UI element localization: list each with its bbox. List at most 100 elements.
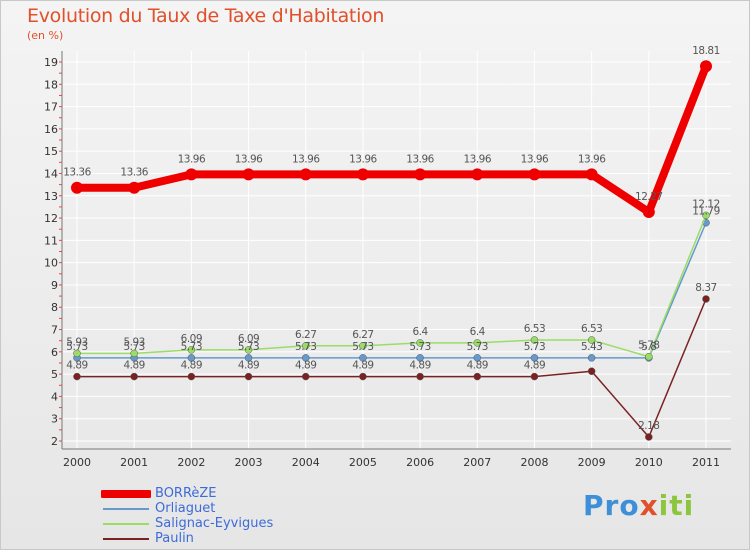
legend-item-orliaguet: Orliaguet [101,501,273,516]
data-label-Salignac-Eyvigues-2000: 5.93 [66,336,87,348]
data-point-Paulin-2006 [416,372,424,381]
data-point-Salignac-Eyvigues-2003 [244,346,253,354]
data-point-Orliaguet-2004 [301,354,310,362]
data-label-Paulin-2003: 4.89 [238,360,259,372]
data-point-Paulin-2008 [530,372,539,381]
data-label-BORRèZE-2000: 13.36 [63,167,91,179]
data-point-Salignac-Eyvigues-2004 [301,342,310,350]
data-point-BORRèZE-2007 [471,168,484,181]
data-point-BORRèZE-2004 [299,168,312,181]
data-point-Paulin-2010 [645,433,653,441]
data-label-Salignac-Eyvigues-2003: 6.09 [238,333,259,345]
data-point-Orliaguet-2007 [473,354,482,362]
legend-swatch-salignac [103,522,149,525]
data-point-Paulin-2001 [130,372,138,381]
data-label-Paulin-2010: 2.18 [638,420,659,432]
data-point-Salignac-Eyvigues-2005 [359,342,367,350]
series-line-BORRèZE [73,62,710,217]
data-label-BORRèZE-2009: 13.96 [578,153,606,165]
data-point-Orliaguet-2006 [416,354,424,362]
data-point-Salignac-Eyvigues-2008 [530,336,539,344]
y-tick-label-18: 18 [44,78,58,91]
x-tick-label-2006: 2006 [406,456,434,469]
x-tick-label-2009: 2009 [578,456,606,469]
data-label-Salignac-Eyvigues-2007: 6.4 [470,326,486,338]
data-label-Paulin-2008: 4.89 [524,360,545,372]
data-point-BORRèZE-2001 [128,181,141,194]
data-point-BORRèZE-2002 [185,168,198,181]
data-point-Salignac-Eyvigues-2006 [416,339,424,347]
y-tick-label-3: 3 [51,413,58,426]
data-point-Orliaguet-2002 [187,354,196,362]
data-label-Paulin-2005: 4.89 [352,360,373,372]
data-label-BORRèZE-2011: 18.81 [692,45,720,57]
data-point-Paulin-2007 [473,372,482,381]
data-label-BORRèZE-2004: 13.96 [292,153,320,165]
data-label-Orliaguet-2005: 5.73 [352,341,373,353]
data-point-BORRèZE-2010 [642,206,655,219]
brand-part-b: x [639,489,659,522]
data-point-Paulin-2000 [73,372,81,381]
legend-label-salignac: Salignac-Eyvigues [155,516,274,531]
data-label-Salignac-Eyvigues-2004: 6.27 [295,329,316,341]
legend: BORRèZE Orliaguet Salignac-Eyvigues Paul… [101,486,273,546]
y-tick-label-7: 7 [51,324,58,337]
data-label-Orliaguet-2001: 5.73 [123,341,144,353]
data-label-Salignac-Eyvigues-2011: 12.12 [692,198,720,210]
data-label-Orliaguet-2003: 5.73 [238,341,259,353]
data-point-Orliaguet-2003 [244,354,253,362]
data-label-Orliaguet-2004: 5.73 [295,341,316,353]
data-point-Salignac-Eyvigues-2001 [130,349,138,358]
y-tick-label-6: 6 [51,346,58,359]
y-tick-label-9: 9 [51,279,58,292]
x-tick-label-2005: 2005 [349,456,377,469]
data-label-Orliaguet-2006: 5.73 [409,341,430,353]
data-label-Orliaguet-2008: 5.73 [524,341,545,353]
y-tick-label-15: 15 [44,145,58,158]
data-label-Paulin-2006: 4.89 [409,360,430,372]
data-point-Salignac-Eyvigues-2002 [187,346,196,354]
data-label-Salignac-Eyvigues-2005: 6.27 [352,329,373,341]
data-point-BORRèZE-2003 [242,168,255,181]
data-point-Paulin-2009 [587,367,596,375]
data-point-Paulin-2011 [702,295,710,303]
y-tick-label-17: 17 [44,101,58,114]
data-label-Paulin-2011: 8.37 [695,282,716,294]
x-tick-label-2011: 2011 [692,456,720,469]
data-point-Salignac-Eyvigues-2010 [645,352,653,361]
x-tick-label-2001: 2001 [120,456,148,469]
y-tick-label-19: 19 [44,56,58,69]
legend-swatch-borreze [101,489,151,498]
data-point-BORRèZE-2005 [356,168,369,181]
legend-item-borreze: BORRèZE [101,486,273,501]
x-tick-label-2002: 2002 [177,456,205,469]
x-tick-label-2010: 2010 [635,456,663,469]
legend-item-paulin: Paulin [101,531,273,546]
data-point-BORRèZE-2011 [700,60,712,73]
data-point-Salignac-Eyvigues-2011 [702,211,710,220]
data-label-Paulin-2000: 4.89 [66,360,87,372]
data-point-Paulin-2003 [244,372,253,381]
series-line-Salignac-Eyvigues [76,214,707,358]
data-label-Orliaguet-2009: 5.43 [581,341,602,353]
data-point-Salignac-Eyvigues-2009 [587,336,596,344]
brand-logo: Proxiti [583,489,694,522]
data-label-Orliaguet-2007: 5.73 [467,341,488,353]
data-point-BORRèZE-2000 [71,181,83,194]
data-label-BORRèZE-2003: 13.96 [235,153,263,165]
data-label-BORRèZE-2010: 12.27 [635,191,663,203]
legend-label-orliaguet: Orliaguet [155,501,216,516]
data-label-Salignac-Eyvigues-2009: 6.53 [581,323,602,335]
data-label-Orliaguet-2002: 5.73 [181,341,202,353]
y-tick-label-5: 5 [51,368,58,381]
data-point-Paulin-2002 [187,372,196,381]
legend-item-salignac: Salignac-Eyvigues [101,516,273,531]
data-label-Salignac-Eyvigues-2008: 6.53 [524,323,545,335]
x-tick-label-2004: 2004 [292,456,320,469]
data-label-BORRèZE-2007: 13.96 [463,153,491,165]
data-label-Orliaguet-2000: 5.73 [66,341,87,353]
data-label-Salignac-Eyvigues-2006: 6.4 [412,326,428,338]
x-tick-label-2007: 2007 [463,456,491,469]
